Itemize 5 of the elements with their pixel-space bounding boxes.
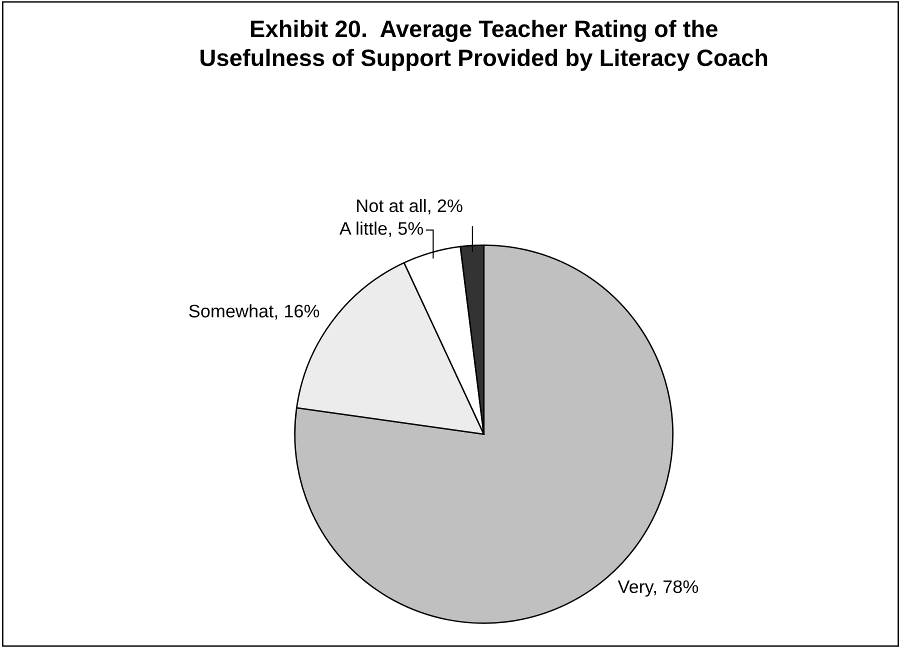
slice-label: Not at all, 2%	[357, 198, 462, 214]
slice-label: Somewhat, 16%	[189, 304, 320, 320]
chart-title: Exhibit 20. Average Teacher Rating of the Usefulness of Support Provided by Literacy Coach	[200, 20, 768, 71]
slice-label: A little, 5%	[339, 222, 424, 237]
slice-label: Very, 78%	[618, 580, 698, 597]
